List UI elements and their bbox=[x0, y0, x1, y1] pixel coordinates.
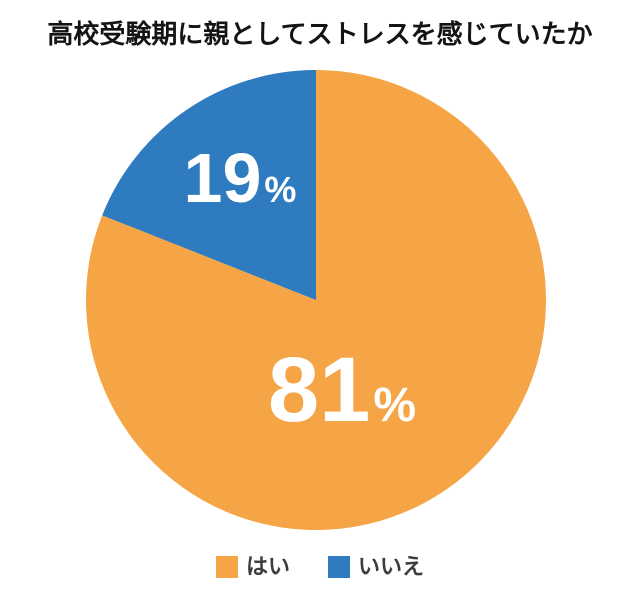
chart-title: 高校受験期に親としてストレスを感じていたか bbox=[47, 19, 593, 49]
pie-chart bbox=[85, 69, 546, 530]
legend-item-yes: はい bbox=[215, 554, 290, 579]
legend-label-yes: はい bbox=[245, 554, 290, 579]
legend-label-no: いいえ bbox=[358, 554, 425, 579]
legend: はい いいえ bbox=[0, 554, 640, 579]
pie-slice-no bbox=[102, 69, 317, 300]
legend-swatch-yes bbox=[215, 556, 238, 579]
legend-swatch-no bbox=[328, 556, 350, 579]
pie-chart-area bbox=[84, 68, 548, 532]
pie-slice-yes bbox=[85, 70, 546, 530]
legend-item-no: いいえ bbox=[328, 554, 425, 579]
